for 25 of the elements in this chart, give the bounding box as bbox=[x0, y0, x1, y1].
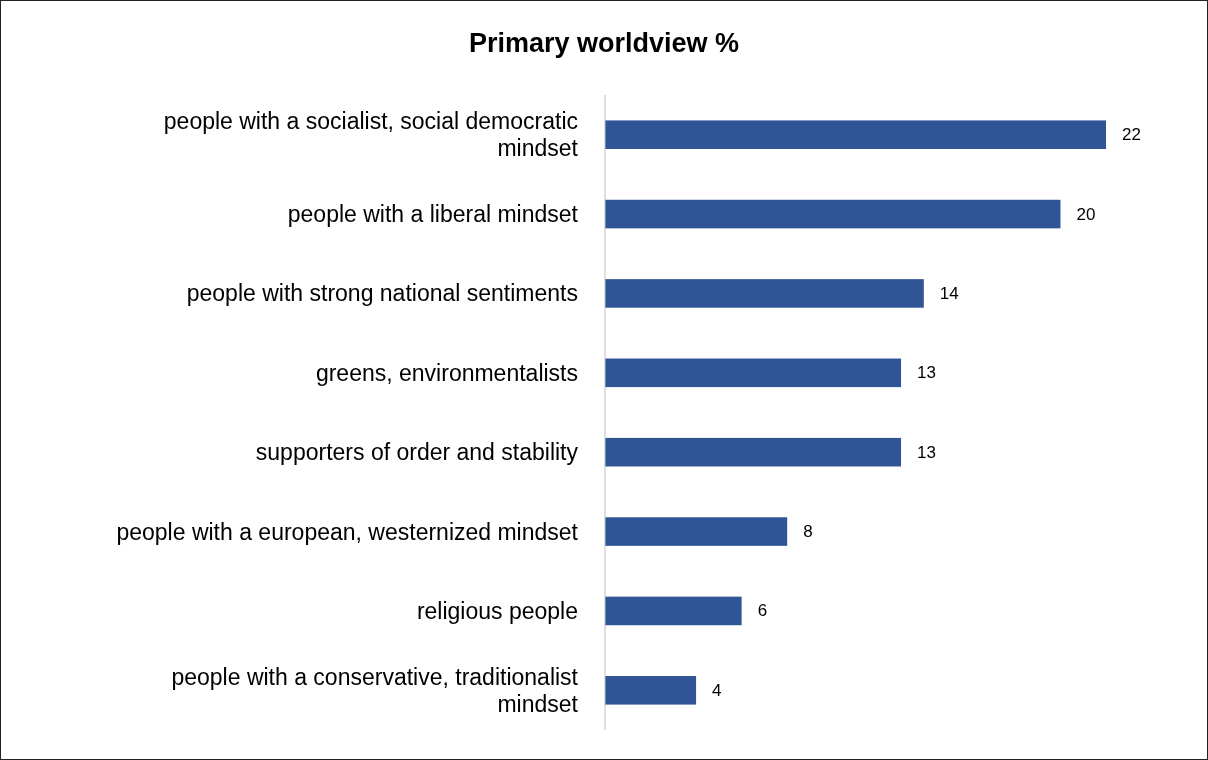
data-label: 6 bbox=[757, 601, 768, 621]
data-label: 22 bbox=[1122, 125, 1141, 145]
data-label: 8 bbox=[803, 522, 813, 542]
bar bbox=[605, 437, 902, 467]
y-tick-label: people with a liberal mindset bbox=[287, 201, 579, 228]
bar bbox=[605, 596, 742, 626]
bar bbox=[605, 358, 902, 388]
data-label: 14 bbox=[939, 283, 959, 303]
chart-title: Primary worldview % bbox=[468, 28, 740, 58]
bar bbox=[605, 120, 1106, 149]
y-tick-label: people with a conservative, traditionalist mindset bbox=[171, 663, 579, 717]
y-tick-label: religious people bbox=[416, 597, 578, 624]
y-tick-label: people with a socialist, social democratic mindset bbox=[163, 108, 579, 162]
bar bbox=[605, 676, 697, 705]
bar bbox=[605, 199, 1061, 229]
data-label: 13 bbox=[917, 363, 936, 383]
bar bbox=[605, 517, 788, 546]
data-label: 20 bbox=[1076, 204, 1096, 224]
y-tick-label: supporters of order and stability bbox=[255, 439, 579, 466]
bar bbox=[605, 279, 924, 308]
data-label: 13 bbox=[917, 442, 936, 462]
y-tick-label: people with a european, westernized mindset bbox=[116, 518, 579, 545]
y-tick-label: people with strong national sentiments bbox=[186, 280, 578, 307]
data-label: 4 bbox=[712, 680, 722, 700]
y-tick-label: greens, environmentalists bbox=[315, 359, 578, 386]
